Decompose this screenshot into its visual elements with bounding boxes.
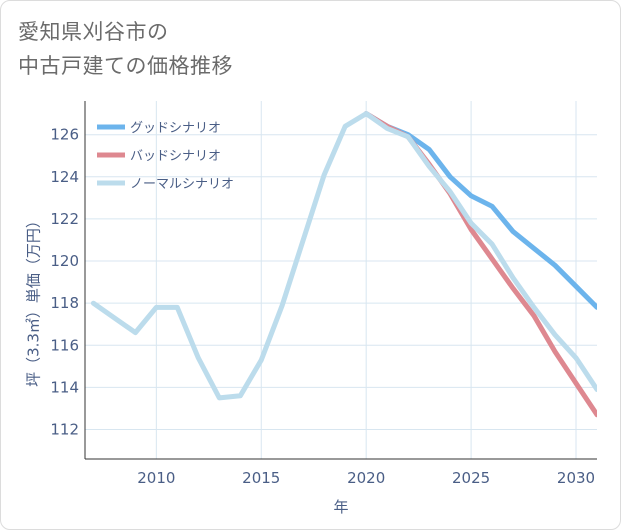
legend-label-1: バッドシナリオ [130, 149, 221, 164]
series-line-1 [363, 111, 597, 418]
series-line-0 [363, 111, 597, 310]
y-tick-label-126: 126 [50, 126, 79, 144]
title-line-1: 愛知県刈谷市の [18, 20, 169, 44]
legend-label-0: グッドシナリオ [130, 121, 221, 136]
x-axis-title: 年 [333, 498, 348, 516]
y-tick-label-114: 114 [50, 378, 79, 396]
y-tick-label-120: 120 [50, 252, 79, 270]
title-line-2: 中古戸建ての価格推移 [18, 54, 233, 78]
y-axis-title: 坪（3.3㎡）単価（万円） [24, 213, 42, 387]
y-tick-label-118: 118 [50, 294, 79, 312]
x-tick-label-2025: 2025 [452, 469, 490, 487]
x-tick-label-2015: 2015 [242, 469, 280, 487]
x-tick-label-2020: 2020 [347, 469, 385, 487]
legend-item-1[interactable]: バッドシナリオ [97, 149, 221, 164]
y-tick-label-116: 116 [50, 336, 79, 354]
grid [85, 101, 597, 459]
y-tick-label-112: 112 [50, 421, 79, 439]
legend-item-0[interactable]: グッドシナリオ [97, 121, 221, 136]
x-tick-label-2030: 2030 [557, 469, 595, 487]
y-tick-label-124: 124 [50, 168, 79, 186]
series-group [90, 111, 597, 418]
y-tick-label-122: 122 [50, 210, 79, 228]
axes [84, 101, 597, 460]
legend-label-2: ノーマルシナリオ [130, 177, 234, 192]
series-line-2 [90, 111, 597, 401]
x-tick-label-2010: 2010 [137, 469, 175, 487]
tick-labels: 2010 2015 2020 2025 2030 112 114 116 118 120 122 12… [50, 126, 595, 487]
legend-item-2[interactable]: ノーマルシナリオ [97, 177, 234, 192]
chart-title: 愛知県刈谷市の 中古戸建ての価格推移 [18, 15, 233, 83]
